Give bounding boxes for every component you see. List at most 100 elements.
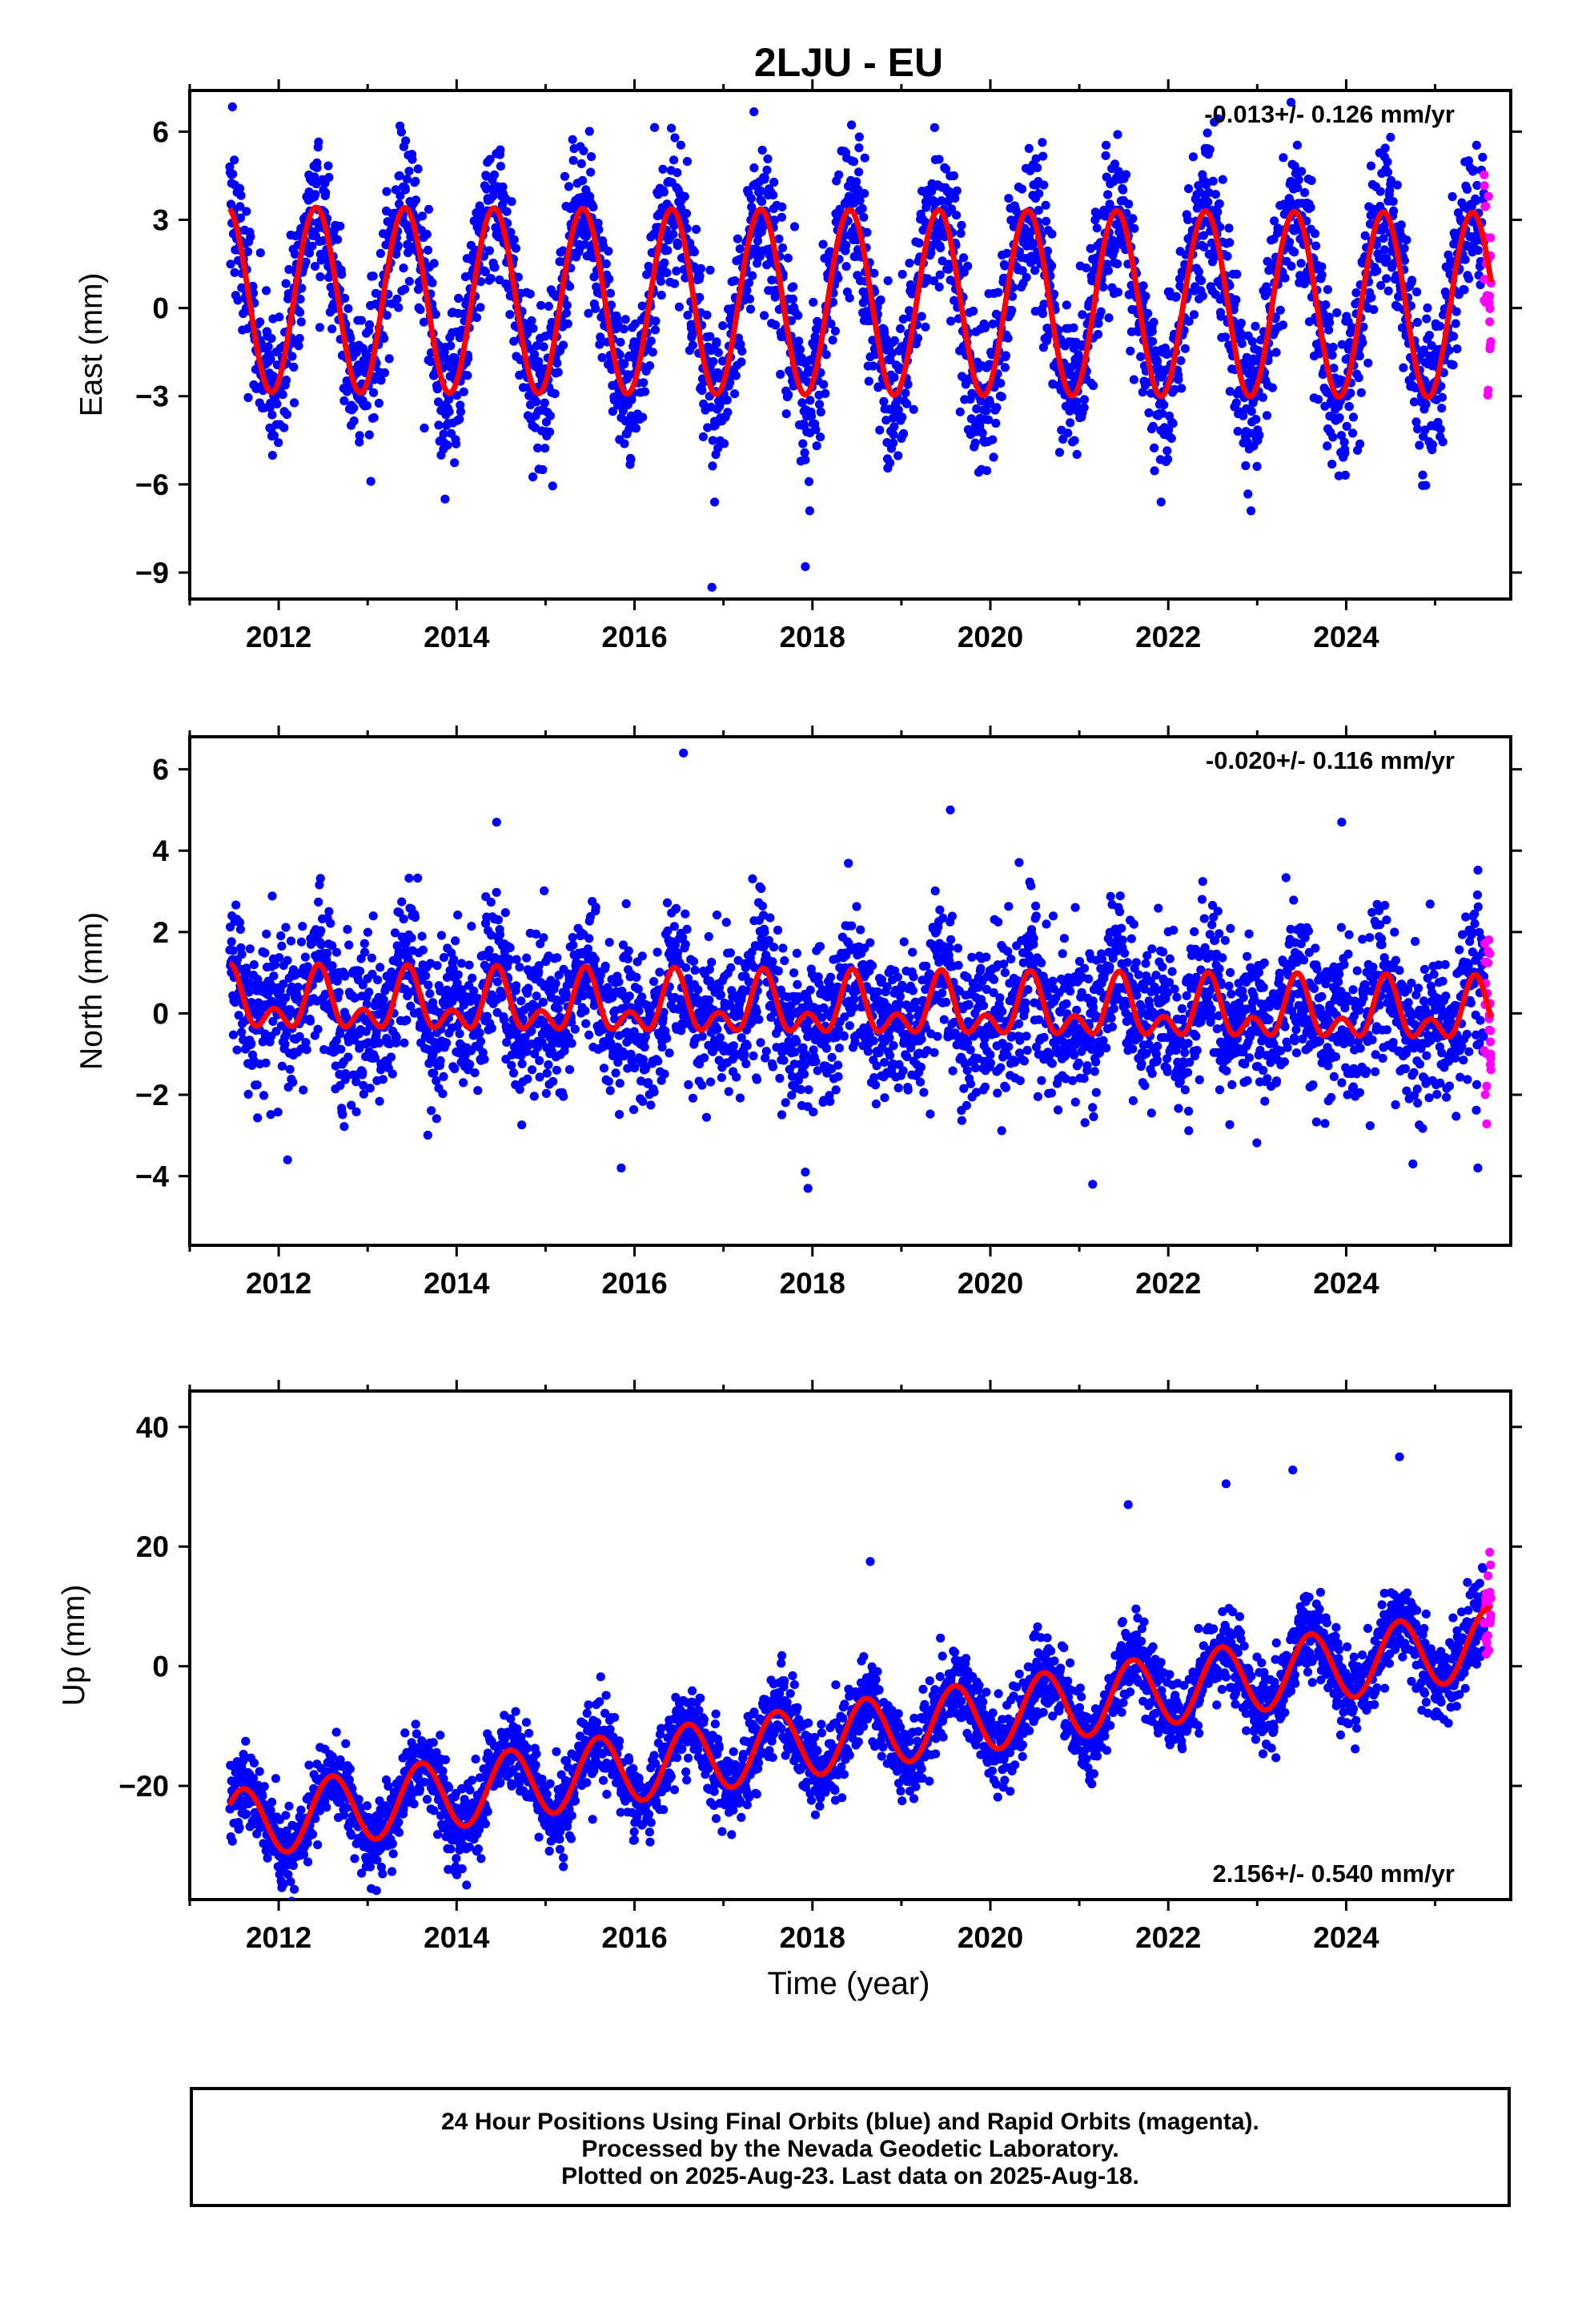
final-orbit-point: [339, 396, 349, 406]
final-orbit-point: [749, 107, 759, 117]
final-orbit-point: [1018, 266, 1027, 275]
final-orbit-point: [243, 392, 253, 403]
final-orbit-point: [830, 326, 840, 336]
final-orbit-point: [231, 900, 241, 910]
final-orbit-point: [889, 430, 898, 440]
final-orbit-point: [1419, 345, 1429, 355]
final-orbit-point: [1366, 161, 1376, 171]
final-orbit-point: [400, 284, 410, 294]
final-orbit-point: [1208, 176, 1218, 186]
final-orbit-point: [1367, 292, 1376, 302]
final-orbit-point: [480, 1055, 489, 1064]
final-orbit-point: [913, 333, 923, 343]
final-orbit-point: [1342, 421, 1351, 432]
y-tick-label: 6: [152, 754, 169, 786]
final-orbit-point: [1386, 175, 1396, 186]
final-orbit-point: [428, 278, 437, 287]
final-orbit-point: [1324, 325, 1334, 335]
final-orbit-point: [889, 438, 898, 448]
final-orbit-point: [859, 212, 869, 222]
final-orbit-point: [665, 1048, 674, 1058]
final-orbit-point: [1328, 432, 1338, 442]
final-orbit-point: [333, 235, 343, 244]
final-orbit-point: [1042, 246, 1053, 255]
final-orbit-point: [1070, 436, 1079, 445]
final-orbit-point: [683, 311, 693, 320]
final-orbit-point: [311, 190, 320, 199]
final-orbit-point: [1472, 180, 1482, 191]
final-orbit-point: [1421, 400, 1431, 409]
final-orbit-point: [789, 282, 798, 292]
final-orbit-point: [860, 189, 869, 199]
final-orbit-point: [722, 395, 732, 405]
final-orbit-point: [697, 1031, 707, 1041]
final-orbit-point: [805, 506, 815, 516]
final-orbit-point: [378, 1075, 387, 1084]
final-orbit-point: [307, 78, 315, 86]
final-orbit-point: [1464, 156, 1473, 166]
final-orbit-point: [883, 275, 893, 286]
final-orbit-point: [1104, 313, 1114, 323]
x-tick-label: 2022: [1135, 1267, 1201, 1300]
final-orbit-point: [718, 321, 728, 331]
final-orbit-point: [1113, 287, 1123, 297]
final-orbit-point: [542, 1068, 552, 1078]
final-orbit-point: [1034, 206, 1043, 215]
final-orbit-point: [427, 1106, 436, 1116]
final-orbit-point: [402, 175, 412, 184]
final-orbit-point: [667, 123, 677, 133]
final-orbit-point: [1243, 489, 1253, 499]
y-tick-label: 0: [152, 292, 169, 325]
final-orbit-point: [1233, 427, 1243, 436]
final-orbit-point: [1307, 175, 1316, 185]
final-orbit-point: [1460, 285, 1469, 295]
final-orbit-point: [356, 316, 366, 325]
final-orbit-point: [493, 915, 504, 925]
final-orbit-point: [769, 177, 779, 187]
final-orbit-point: [467, 922, 476, 931]
final-orbit-point: [404, 247, 413, 258]
final-orbit-point: [278, 390, 287, 400]
final-orbit-point: [285, 1064, 295, 1074]
final-orbit-point: [1138, 281, 1148, 291]
final-orbit-point: [1437, 392, 1447, 402]
data-points: [225, 748, 1496, 1193]
final-orbit-point: [723, 408, 733, 417]
final-orbit-point: [1101, 211, 1110, 221]
final-orbit-point: [1329, 364, 1339, 373]
final-orbit-point: [1166, 433, 1176, 444]
final-orbit-point: [496, 162, 506, 171]
final-orbit-point: [455, 414, 464, 424]
final-orbit-point: [313, 1024, 323, 1034]
final-orbit-point: [952, 211, 962, 220]
final-orbit-point: [705, 332, 715, 341]
final-orbit-point: [262, 929, 271, 939]
final-orbit-point: [314, 897, 323, 907]
final-orbit-point: [905, 259, 914, 268]
final-orbit-point: [283, 955, 292, 965]
final-orbit-point: [943, 196, 953, 207]
final-orbit-point: [524, 983, 533, 993]
final-orbit-point: [299, 1085, 308, 1095]
final-orbit-point: [515, 963, 524, 972]
final-orbit-point: [673, 168, 682, 178]
final-orbit-point: [596, 332, 605, 342]
final-orbit-point: [344, 940, 354, 950]
final-orbit-point: [637, 992, 647, 1002]
final-orbit-point: [1247, 407, 1256, 416]
final-orbit-point: [310, 172, 319, 182]
final-orbit-point: [247, 1039, 256, 1048]
final-orbit-point: [1114, 167, 1123, 176]
final-orbit-point: [1356, 388, 1366, 397]
final-orbit-point: [1478, 152, 1488, 162]
final-orbit-point: [1184, 316, 1194, 326]
final-orbit-point: [523, 1074, 532, 1084]
final-orbit-point: [1213, 207, 1223, 217]
final-orbit-point: [576, 159, 586, 168]
final-orbit-point: [934, 282, 944, 292]
final-orbit-point: [242, 207, 251, 216]
final-orbit-point: [854, 143, 864, 153]
final-orbit-point: [1412, 317, 1422, 328]
final-orbit-point: [362, 400, 371, 411]
final-orbit-point: [646, 336, 656, 346]
